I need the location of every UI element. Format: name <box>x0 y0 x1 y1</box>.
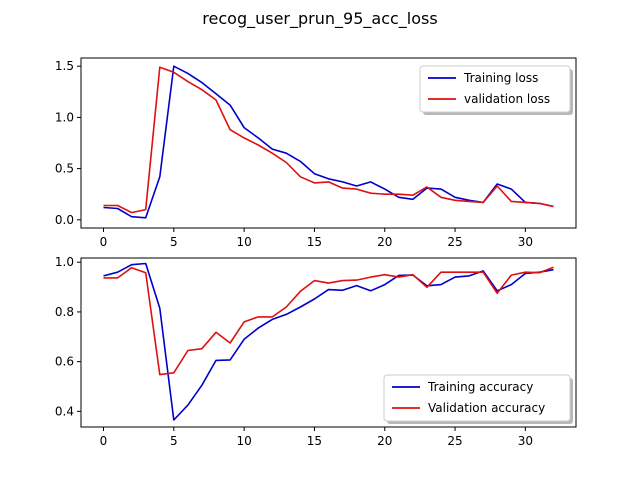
x-tick-label: 5 <box>170 434 178 448</box>
x-tick-label: 0 <box>100 235 108 249</box>
x-tick-label: 15 <box>307 434 322 448</box>
x-tick-label: 20 <box>377 434 392 448</box>
loss-plot: 0 5 10 15 20 25 30 0.0 0.5 1.0 1.5 Training loss val… <box>55 57 577 249</box>
x-tick-label: 30 <box>518 434 533 448</box>
x-tick-label: 15 <box>307 235 322 249</box>
legend-label: Validation accuracy <box>428 401 545 415</box>
y-tick-label: 0.4 <box>55 404 74 418</box>
accuracy-plot: 0 5 10 15 20 25 30 0.4 0.6 0.8 1.0 Training accurac… <box>55 255 577 448</box>
y-tick-label: 1.0 <box>55 110 74 124</box>
y-tick-label: 0.8 <box>55 305 74 319</box>
y-tick-label: 0.0 <box>55 213 74 227</box>
x-tick-label: 0 <box>100 434 108 448</box>
series-line-validation-accuracy <box>103 266 554 376</box>
y-tick-label: 1.5 <box>55 59 74 73</box>
figure-title: recog_user_prun_95_acc_loss <box>202 9 437 29</box>
x-tick-label: 5 <box>170 235 178 249</box>
legend-label: Training accuracy <box>427 380 533 394</box>
legend-label: validation loss <box>464 92 550 106</box>
x-tick-label: 25 <box>447 235 462 249</box>
x-tick-label: 25 <box>447 434 462 448</box>
x-tick-label: 20 <box>377 235 392 249</box>
x-tick-label: 10 <box>236 434 251 448</box>
x-tick-label: 30 <box>518 235 533 249</box>
legend <box>419 65 571 113</box>
legend <box>383 374 571 422</box>
legend-label: Training loss <box>463 71 538 85</box>
y-tick-label: 0.6 <box>55 355 74 369</box>
y-tick-label: 1.0 <box>55 255 74 269</box>
x-tick-label: 10 <box>236 235 251 249</box>
y-tick-label: 0.5 <box>55 162 74 176</box>
series-line-validation-loss <box>103 66 554 214</box>
